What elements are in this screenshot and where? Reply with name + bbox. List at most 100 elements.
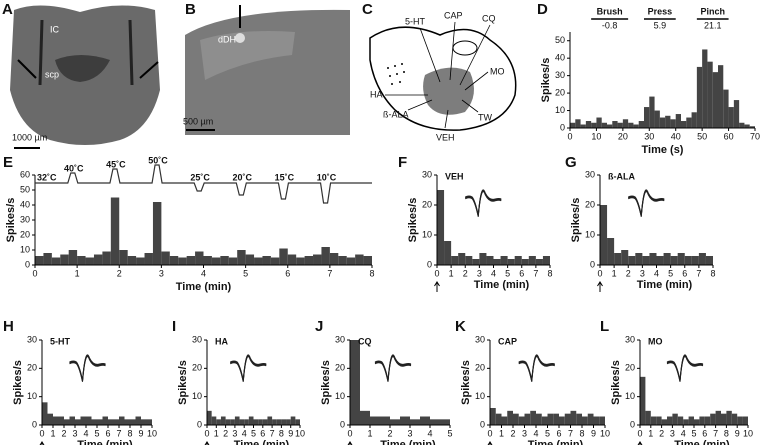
bar bbox=[596, 117, 602, 128]
y-tick-label: 50 bbox=[20, 184, 30, 194]
bar bbox=[702, 49, 708, 128]
x-axis-label: Time (s) bbox=[642, 144, 684, 156]
bar bbox=[410, 419, 420, 425]
lesion bbox=[235, 33, 245, 43]
panel-title: 5-HT bbox=[50, 336, 71, 346]
stimulus-name: Brush bbox=[597, 6, 623, 16]
bar bbox=[559, 416, 565, 425]
y-tick-label: 30 bbox=[555, 70, 565, 80]
x-tick-label: 9 bbox=[138, 428, 143, 438]
bar bbox=[234, 416, 240, 425]
x-tick-label: 5 bbox=[243, 268, 248, 278]
x-tick-label: 0 bbox=[637, 428, 642, 438]
x-tick-label: 6 bbox=[519, 268, 524, 278]
y-tick-label: 10 bbox=[20, 244, 30, 254]
bar bbox=[270, 257, 280, 265]
x-tick-label: 0 bbox=[434, 268, 439, 278]
x-tick-label: 0 bbox=[567, 131, 572, 141]
bar bbox=[64, 419, 70, 425]
bar bbox=[216, 419, 221, 425]
bar bbox=[600, 205, 608, 265]
bar bbox=[675, 114, 681, 128]
bar bbox=[570, 122, 576, 128]
panel-letter: B bbox=[185, 1, 196, 18]
x-tick-label: 0 bbox=[347, 428, 352, 438]
y-tick-label: 0 bbox=[560, 122, 565, 132]
bar bbox=[146, 419, 152, 425]
bar bbox=[710, 413, 716, 425]
y-tick-label: 20 bbox=[585, 199, 595, 209]
bar bbox=[575, 119, 581, 128]
x-tick-label: 1 bbox=[612, 268, 617, 278]
bar bbox=[670, 256, 678, 265]
bar bbox=[295, 419, 300, 425]
bar bbox=[207, 410, 212, 425]
waveform bbox=[666, 354, 704, 381]
waveform bbox=[374, 356, 412, 382]
bar bbox=[230, 419, 235, 425]
bar bbox=[390, 419, 400, 425]
y-tick-label: 30 bbox=[27, 334, 37, 344]
x-tick-label: 0 bbox=[32, 268, 37, 278]
bar bbox=[244, 419, 249, 425]
bar bbox=[535, 259, 543, 265]
x-tick-label: 1 bbox=[75, 268, 80, 278]
bar bbox=[667, 416, 673, 425]
bar bbox=[178, 257, 187, 265]
bar bbox=[663, 253, 671, 265]
y-tick-label: 10 bbox=[585, 229, 595, 239]
bar bbox=[136, 257, 145, 265]
x-tick-label: 5 bbox=[545, 428, 550, 438]
x-tick-label: 8 bbox=[279, 428, 284, 438]
bar bbox=[245, 254, 255, 265]
bar bbox=[239, 419, 245, 425]
bar bbox=[621, 250, 629, 265]
panel-letter: F bbox=[398, 154, 407, 171]
bar bbox=[363, 256, 372, 265]
bar bbox=[599, 416, 605, 425]
panel-c: C 5-HT CAP CQ MO TW VEH ß-ALA HA bbox=[362, 1, 517, 142]
y-axis-label: Spikes/s bbox=[610, 360, 622, 405]
y-tick-label: 20 bbox=[20, 229, 30, 239]
x-tick-label: 30 bbox=[644, 131, 654, 141]
bar bbox=[628, 122, 634, 128]
waveform bbox=[374, 354, 412, 381]
bar bbox=[248, 416, 254, 425]
bar bbox=[296, 257, 305, 265]
bar bbox=[493, 259, 501, 265]
x-tick-label: 0 bbox=[204, 428, 209, 438]
bar bbox=[601, 122, 607, 128]
waveform bbox=[666, 356, 704, 382]
chart: 0 10 20 30 40 50 60 0 1 2 3 4 5 6 7 8 Time (min) Spikes/s… bbox=[3, 154, 375, 293]
y-tick-label: 30 bbox=[335, 334, 345, 344]
bar bbox=[553, 413, 559, 425]
bar bbox=[507, 410, 513, 425]
bar bbox=[688, 416, 694, 425]
bar bbox=[698, 253, 706, 265]
bar bbox=[51, 257, 61, 265]
x-tick-label: 2 bbox=[387, 428, 392, 438]
waveform bbox=[518, 354, 555, 381]
waveform bbox=[666, 354, 704, 381]
x-tick-label: 8 bbox=[579, 428, 584, 438]
bar bbox=[514, 256, 522, 265]
bar bbox=[721, 413, 727, 425]
bar bbox=[612, 121, 618, 128]
bar bbox=[591, 122, 597, 128]
bar bbox=[360, 410, 370, 425]
x-tick-label: 4 bbox=[242, 428, 247, 438]
x-tick-label: 3 bbox=[522, 428, 527, 438]
x-tick-label: 7 bbox=[696, 268, 701, 278]
bar bbox=[440, 419, 450, 425]
x-tick-label: 7 bbox=[533, 268, 538, 278]
x-tick-label: 8 bbox=[127, 428, 132, 438]
y-tick-label: 0 bbox=[480, 419, 485, 429]
x-tick-label: 10 bbox=[743, 428, 753, 438]
bar bbox=[267, 416, 273, 425]
x-tick-label: 8 bbox=[369, 268, 374, 278]
x-tick-label: 4 bbox=[681, 428, 686, 438]
bar bbox=[607, 124, 613, 128]
x-axis-label: Time (min) bbox=[380, 439, 436, 445]
panel-letter: G bbox=[565, 154, 577, 171]
